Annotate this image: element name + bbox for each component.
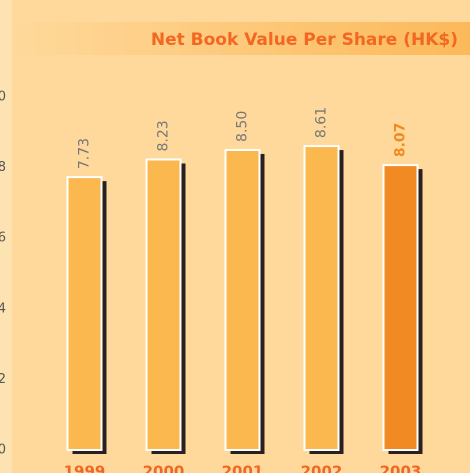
x-tick-label: 2002: [301, 463, 343, 473]
y-tick-label: 4: [0, 301, 6, 316]
bar: [224, 148, 261, 451]
value-label: 8.50: [235, 111, 251, 142]
value-label: 8.61: [314, 107, 330, 138]
bar: [145, 158, 182, 452]
bar: [66, 176, 103, 451]
value-label: 8.23: [156, 120, 172, 151]
chart-title: Net Book Value Per Share (HK$): [151, 30, 458, 50]
y-tick-label: 6: [0, 231, 6, 246]
y-tick-label: 10: [0, 90, 6, 105]
value-label: 8.07: [393, 123, 409, 158]
bar: [382, 164, 419, 451]
bar: [303, 145, 340, 452]
y-tick-label: 0: [0, 443, 6, 458]
y-tick-label: 2: [0, 372, 6, 387]
y-tick-label: 8: [0, 160, 6, 175]
left-strip: [0, 0, 12, 473]
value-label: 7.73: [77, 138, 93, 169]
title-bar: [12, 22, 470, 55]
x-tick-label: 2000: [143, 463, 185, 473]
x-tick-label: 2003: [380, 463, 422, 473]
x-tick-label: 2001: [222, 463, 264, 473]
x-tick-label: 1999: [64, 463, 106, 473]
